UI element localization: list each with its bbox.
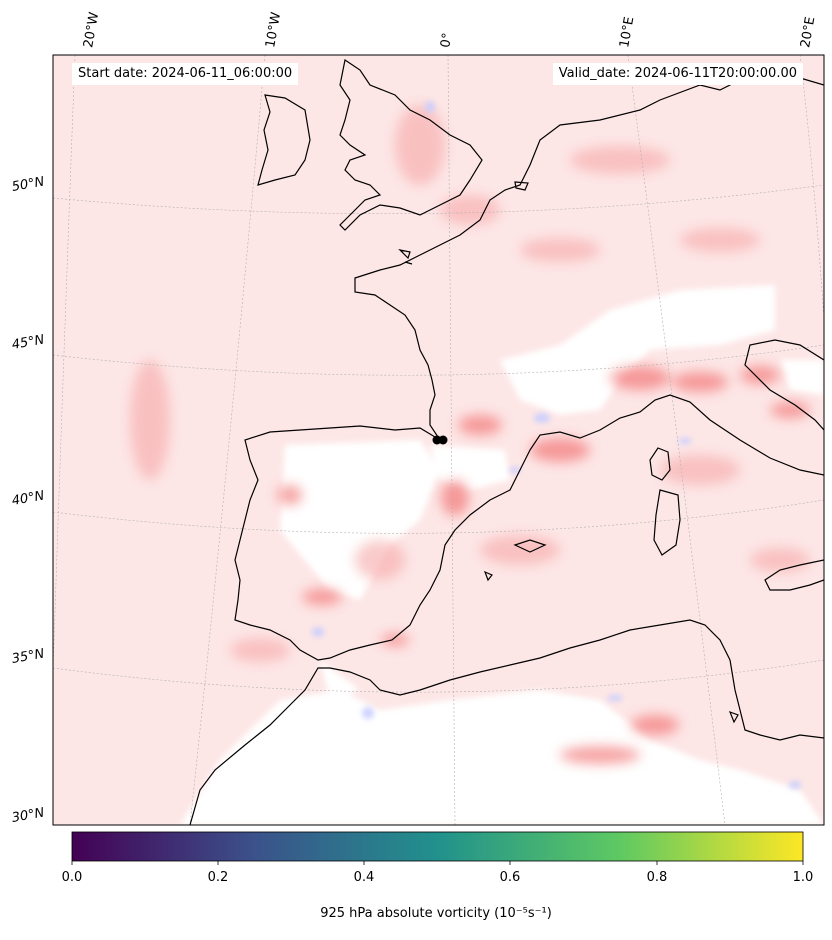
coast-sardinia [653, 489, 681, 556]
moderate-vorticity-patches [130, 105, 810, 662]
zero-vorticity-regions [53, 285, 824, 825]
graticule [53, 55, 824, 825]
start-date-label: Start date: 2024-06-11_06:00:00 [72, 63, 299, 85]
vorticity-field [53, 55, 824, 825]
colorbar-tick: 0.6 [499, 870, 521, 885]
valid-date-label: Valid_date: 2024-06-11T20:00:00.00 [552, 63, 803, 85]
coast-great-britain [339, 59, 483, 231]
colorbar-tick-marks [71, 861, 804, 865]
colorbar-tick: 0.4 [353, 870, 375, 885]
location-marker [432, 435, 448, 445]
coastlines [189, 59, 824, 825]
coast-ireland [257, 94, 311, 186]
coast-italy [744, 339, 824, 431]
lon-label-0: 0° [438, 31, 456, 49]
colorbar-tick: 0.0 [61, 870, 83, 885]
positive-vorticity-patches [278, 366, 810, 764]
coast-france-atlantic [354, 69, 824, 441]
colorbar-tick: 0.8 [646, 870, 668, 885]
coast-corsica [649, 447, 671, 481]
coast-north-africa [189, 619, 824, 825]
colorbar-label: 925 hPa absolute vorticity (10⁻⁵s⁻¹) [320, 906, 552, 921]
negative-vorticity-patches [312, 101, 801, 789]
colorbar-tick: 0.2 [207, 870, 229, 885]
colorbar [71, 831, 804, 862]
colorbar-tick: 1.0 [792, 870, 814, 885]
coast-balearics [483, 539, 547, 582]
coast-iberia [234, 394, 824, 661]
map-frame [52, 54, 825, 826]
